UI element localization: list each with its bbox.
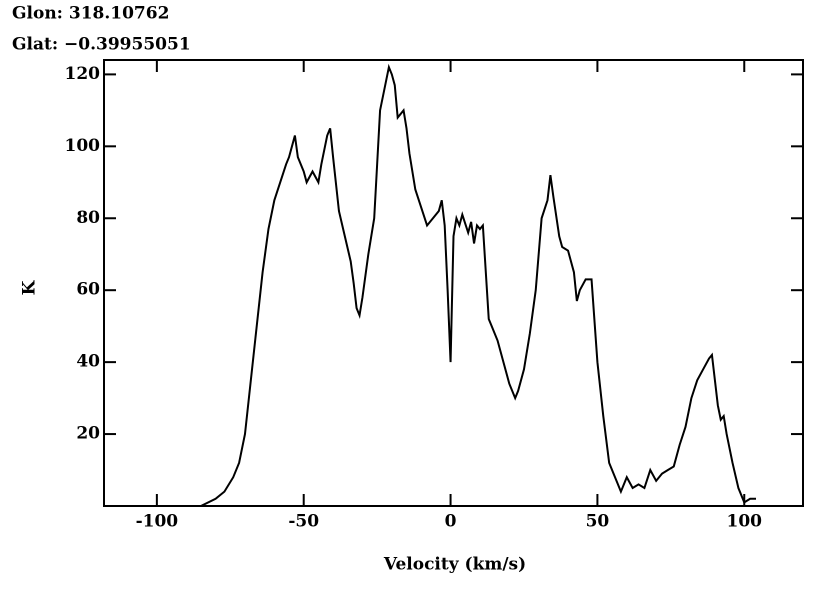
plot-frame [103,59,804,507]
y-tick-label: 40 [76,352,100,372]
y-tick-label: 100 [65,136,101,156]
y-axis-label: K [20,279,40,295]
y-tick-label: 20 [76,424,100,444]
x-axis-label: Velocity (km/s) [383,555,526,575]
x-tick-label: -100 [136,512,179,532]
y-tick-label: 120 [65,64,101,84]
x-tick-label: -50 [288,512,319,532]
y-tick-label: 60 [76,280,100,300]
spectrum-line [200,63,757,507]
x-tick-label: 50 [586,512,610,532]
x-tick-label: 100 [727,512,763,532]
x-tick-label: 0 [445,512,457,532]
title-line: Glat: −0.39955051 [12,35,191,55]
title-line: Glon: 318.10762 [12,4,169,24]
y-tick-label: 80 [76,208,100,228]
